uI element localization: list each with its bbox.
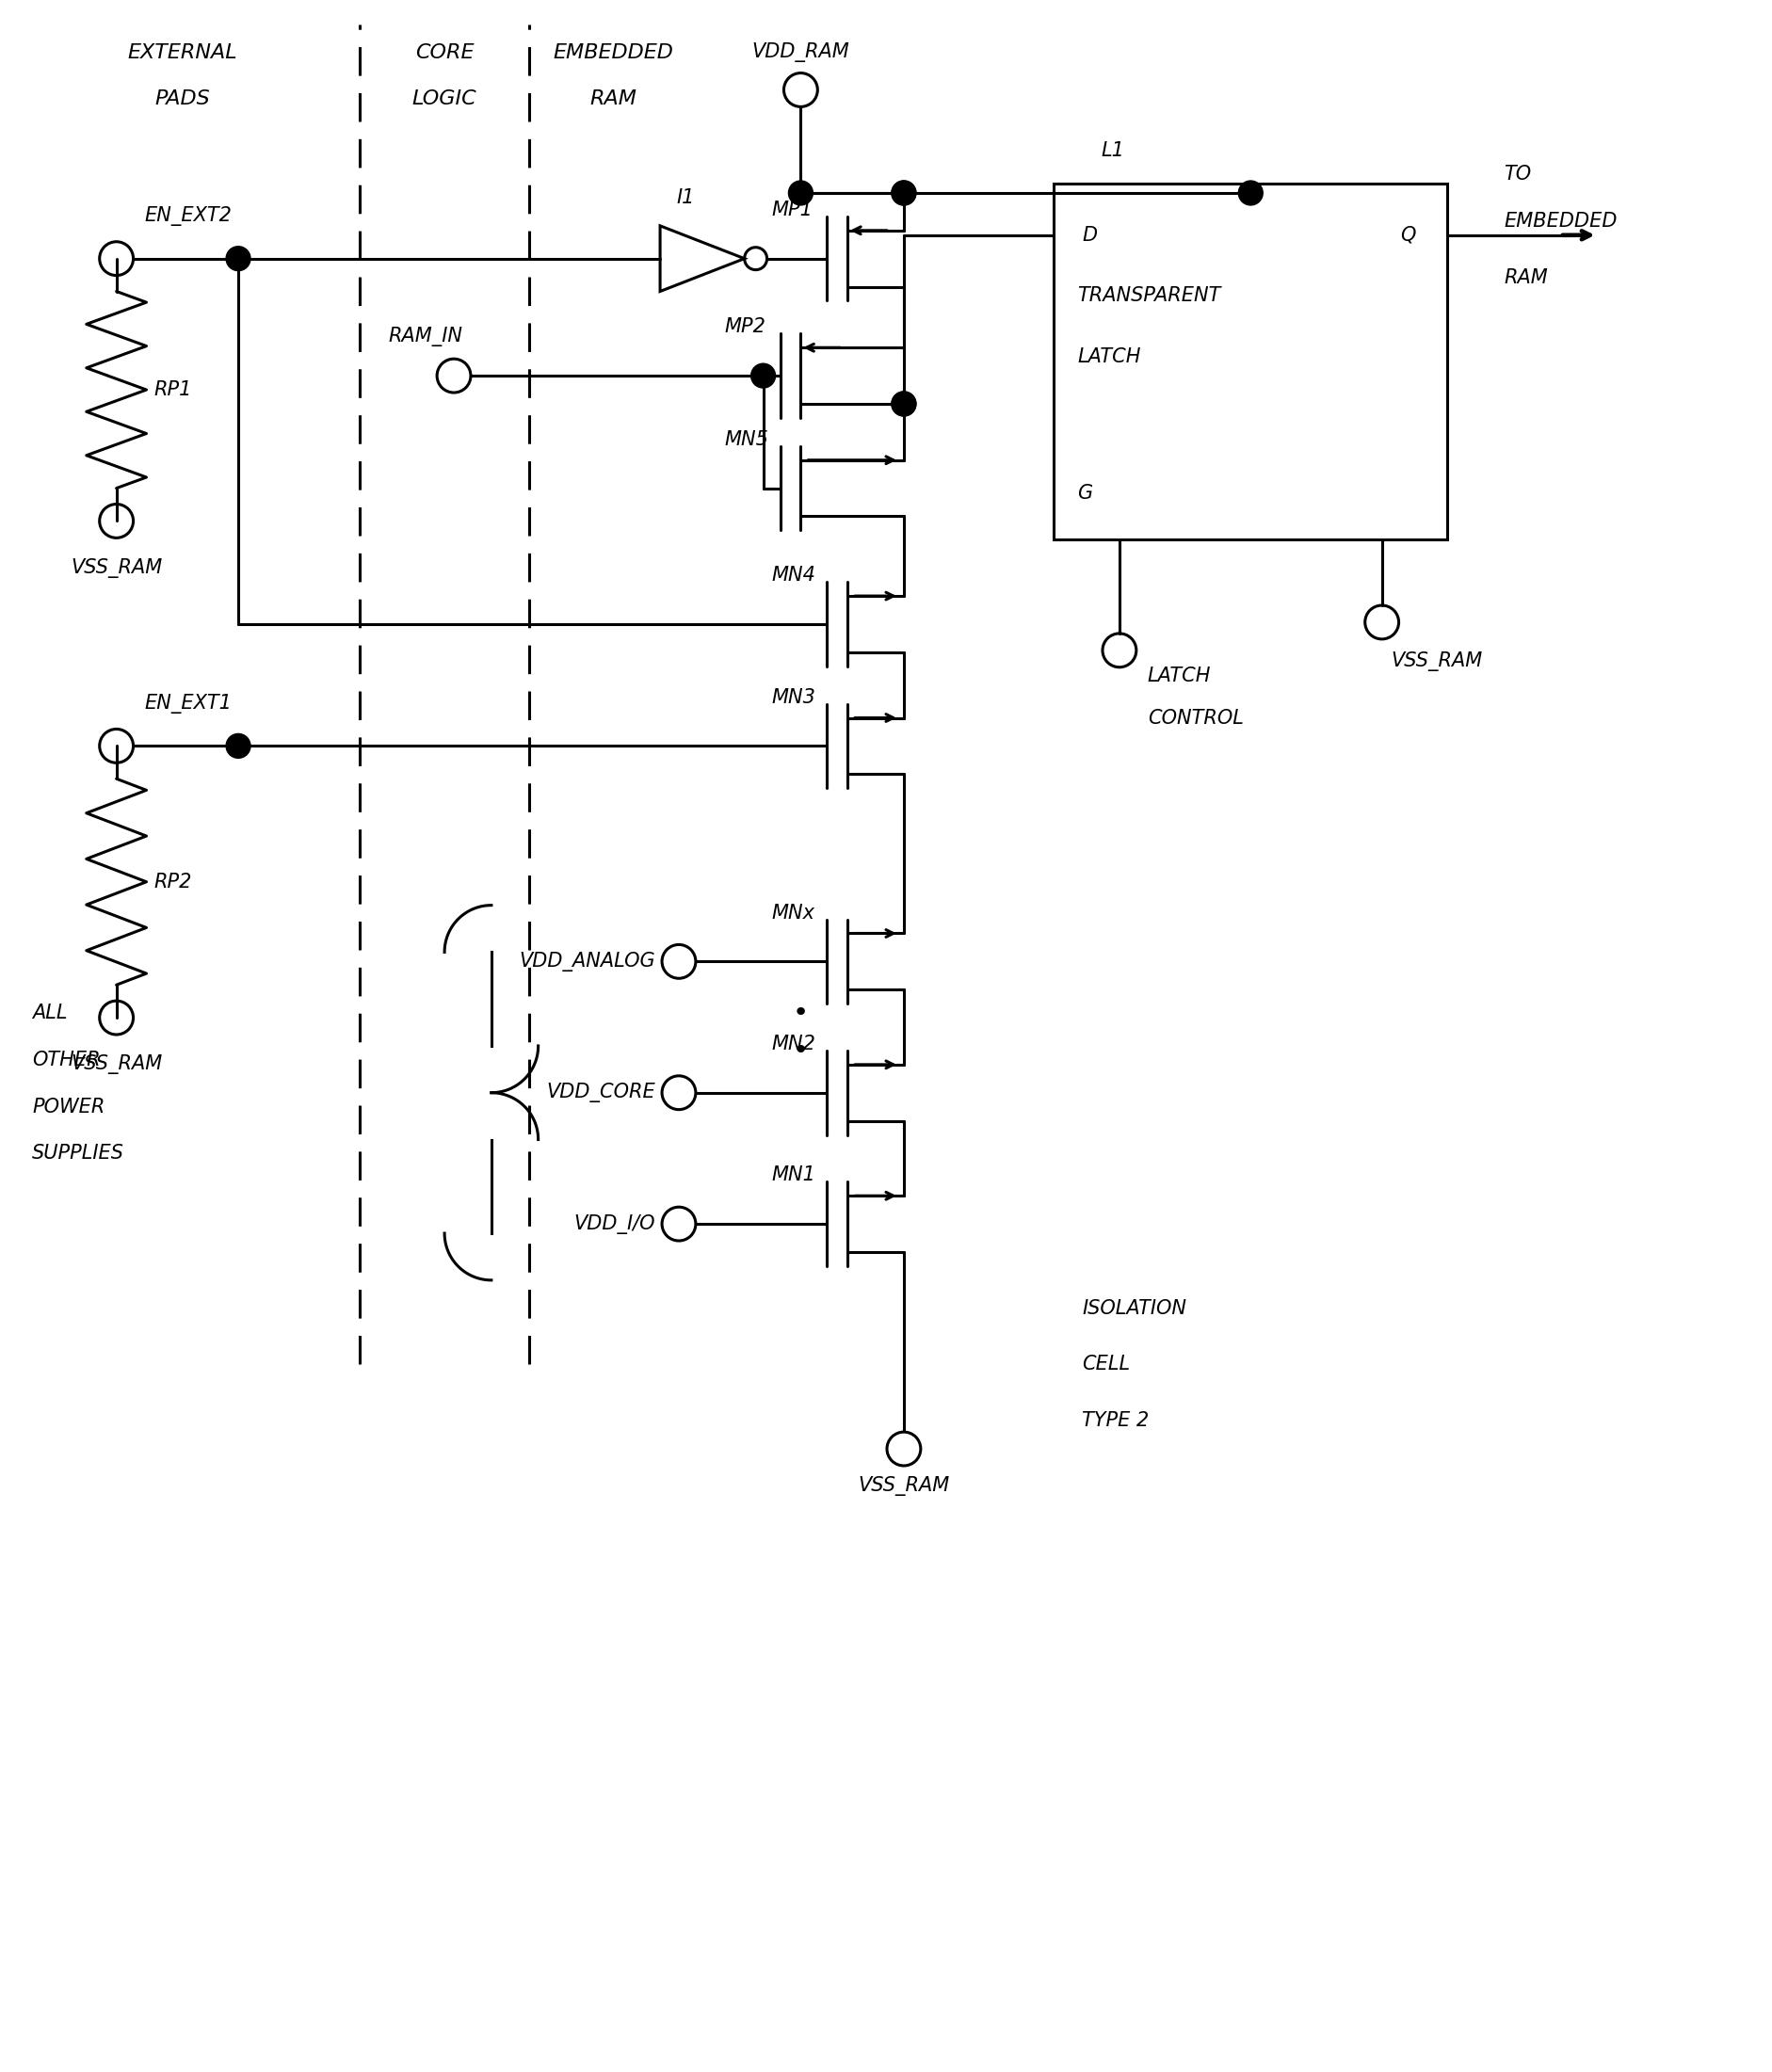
- Text: VSS_RAM: VSS_RAM: [71, 557, 161, 578]
- Circle shape: [891, 392, 916, 416]
- Text: LATCH: LATCH: [1077, 348, 1139, 367]
- Text: VDD_I/O: VDD_I/O: [574, 1214, 656, 1233]
- Text: EMBEDDED: EMBEDDED: [1503, 211, 1616, 230]
- Text: •: •: [792, 1038, 808, 1063]
- Circle shape: [891, 180, 916, 205]
- Text: I1: I1: [675, 189, 695, 207]
- Circle shape: [891, 392, 916, 416]
- Text: CELL: CELL: [1081, 1355, 1129, 1374]
- Text: VDD_ANALOG: VDD_ANALOG: [519, 951, 656, 972]
- Text: MP1: MP1: [771, 201, 813, 220]
- Text: LATCH: LATCH: [1146, 667, 1210, 686]
- Text: RP2: RP2: [154, 872, 191, 891]
- Text: PADS: PADS: [154, 89, 209, 108]
- Text: Q: Q: [1400, 226, 1416, 244]
- Circle shape: [891, 180, 916, 205]
- Circle shape: [227, 733, 250, 758]
- Text: MN5: MN5: [725, 431, 769, 450]
- Text: SUPPLIES: SUPPLIES: [32, 1144, 124, 1162]
- Text: VSS_RAM: VSS_RAM: [71, 1055, 161, 1075]
- Text: TRANSPARENT: TRANSPARENT: [1077, 286, 1221, 305]
- Text: TO: TO: [1503, 166, 1531, 184]
- Circle shape: [227, 247, 250, 271]
- Text: RAM: RAM: [590, 89, 636, 108]
- Text: OTHER: OTHER: [32, 1051, 101, 1069]
- Text: MN1: MN1: [771, 1167, 815, 1185]
- Bar: [1053, 184, 1446, 539]
- Text: RP1: RP1: [154, 381, 191, 400]
- Text: LOGIC: LOGIC: [411, 89, 477, 108]
- Text: MNx: MNx: [771, 903, 815, 922]
- Text: ALL: ALL: [32, 1003, 67, 1021]
- Text: EN_EXT1: EN_EXT1: [145, 694, 232, 713]
- Text: RAM: RAM: [1503, 267, 1547, 286]
- Text: RAM_IN: RAM_IN: [388, 327, 462, 346]
- Text: G: G: [1077, 483, 1092, 501]
- Text: VSS_RAM: VSS_RAM: [1391, 653, 1481, 671]
- Text: CONTROL: CONTROL: [1146, 709, 1242, 727]
- Circle shape: [1239, 180, 1262, 205]
- Text: CORE: CORE: [415, 44, 473, 62]
- Text: ISOLATION: ISOLATION: [1081, 1299, 1185, 1318]
- Text: •: •: [792, 1001, 808, 1026]
- Text: VDD_CORE: VDD_CORE: [546, 1084, 656, 1102]
- Text: MN3: MN3: [771, 688, 815, 707]
- Text: EXTERNAL: EXTERNAL: [128, 44, 237, 62]
- Text: MN2: MN2: [771, 1034, 815, 1053]
- Text: D: D: [1081, 226, 1097, 244]
- Circle shape: [751, 363, 774, 387]
- Text: VDD_RAM: VDD_RAM: [751, 44, 849, 62]
- Text: MN4: MN4: [771, 566, 815, 584]
- Text: TYPE 2: TYPE 2: [1081, 1411, 1148, 1430]
- Text: MP2: MP2: [725, 317, 766, 336]
- Text: EMBEDDED: EMBEDDED: [553, 44, 673, 62]
- Text: L1: L1: [1100, 141, 1123, 160]
- Text: EN_EXT2: EN_EXT2: [145, 207, 232, 226]
- Text: POWER: POWER: [32, 1098, 105, 1117]
- Text: VSS_RAM: VSS_RAM: [858, 1477, 950, 1496]
- Circle shape: [789, 180, 812, 205]
